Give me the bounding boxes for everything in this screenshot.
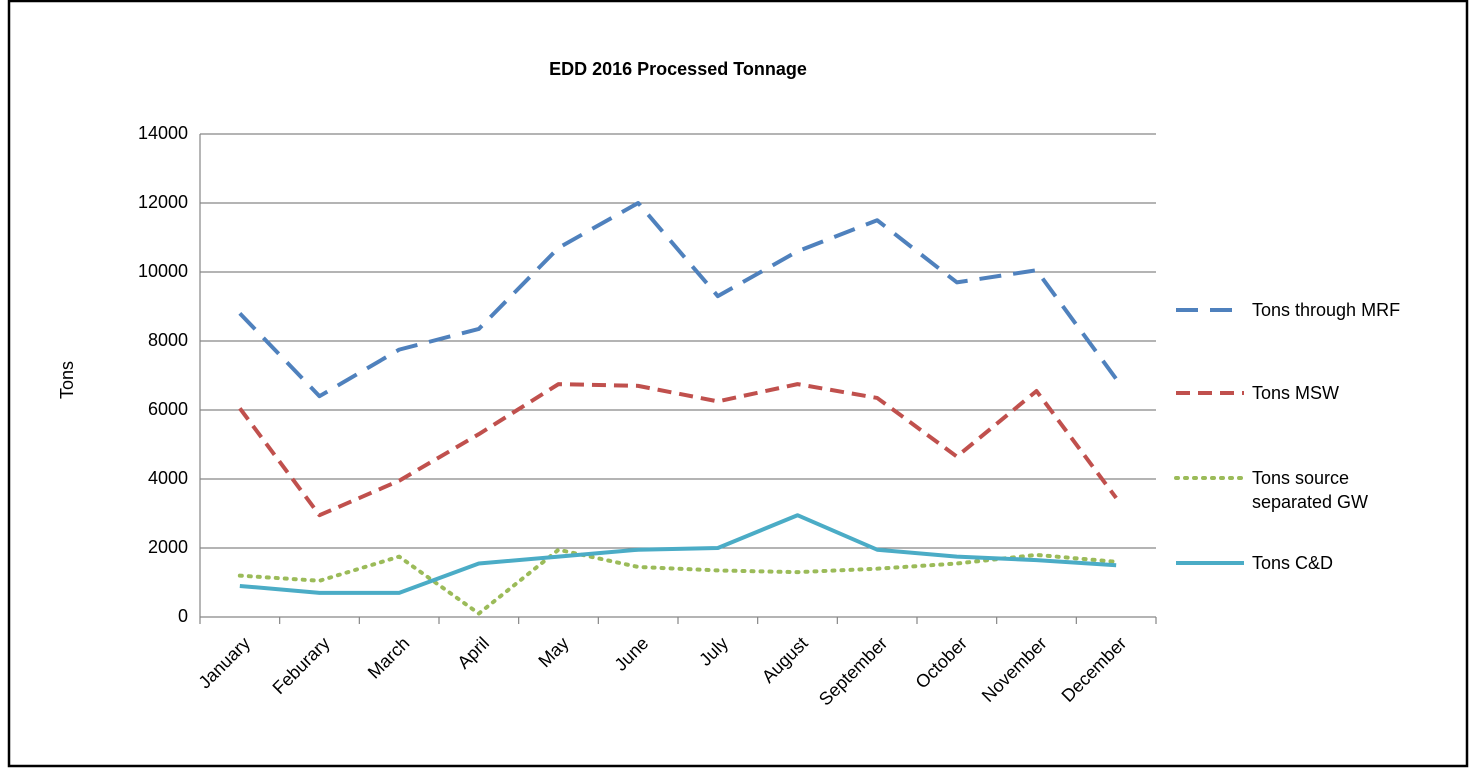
y-tick-label: 8000	[148, 330, 188, 350]
x-tick-label: May	[534, 633, 572, 671]
series-line	[238, 382, 1118, 518]
legend-label: Tons source separated GW	[1252, 468, 1369, 512]
legend-label: Tons MSW	[1252, 383, 1340, 403]
y-tick-label: 0	[178, 606, 188, 626]
x-tick-label: January	[195, 633, 254, 692]
legend-label: Tons through MRF	[1252, 300, 1401, 320]
chart-title: EDD 2016 Processed Tonnage	[549, 59, 807, 79]
y-tick-label: 6000	[148, 399, 188, 419]
x-tick-label: June	[611, 633, 653, 675]
chart-border	[7, 0, 1469, 768]
x-tick-label: September	[815, 633, 891, 709]
x-tick-label: April	[453, 633, 493, 673]
x-tick-label: July	[695, 633, 732, 670]
legend-label: Tons C&D	[1252, 553, 1334, 573]
x-tick-label: March	[364, 633, 414, 683]
series-line	[237, 547, 1119, 616]
x-tick-label: December	[1057, 633, 1130, 706]
series-line	[238, 201, 1118, 399]
y-axis-label: Tons	[57, 361, 77, 399]
x-tick-label: August	[758, 633, 812, 687]
y-tick-label: 2000	[148, 537, 188, 557]
y-tick-label: 4000	[148, 468, 188, 488]
x-tick-label: October	[912, 633, 971, 692]
x-tick-label: Feburary	[269, 633, 334, 698]
series-line	[239, 513, 1117, 595]
y-tick-label: 10000	[138, 261, 188, 281]
y-tick-label: 14000	[138, 123, 188, 143]
x-tick-label: November	[978, 633, 1051, 706]
y-tick-label: 12000	[138, 192, 188, 212]
